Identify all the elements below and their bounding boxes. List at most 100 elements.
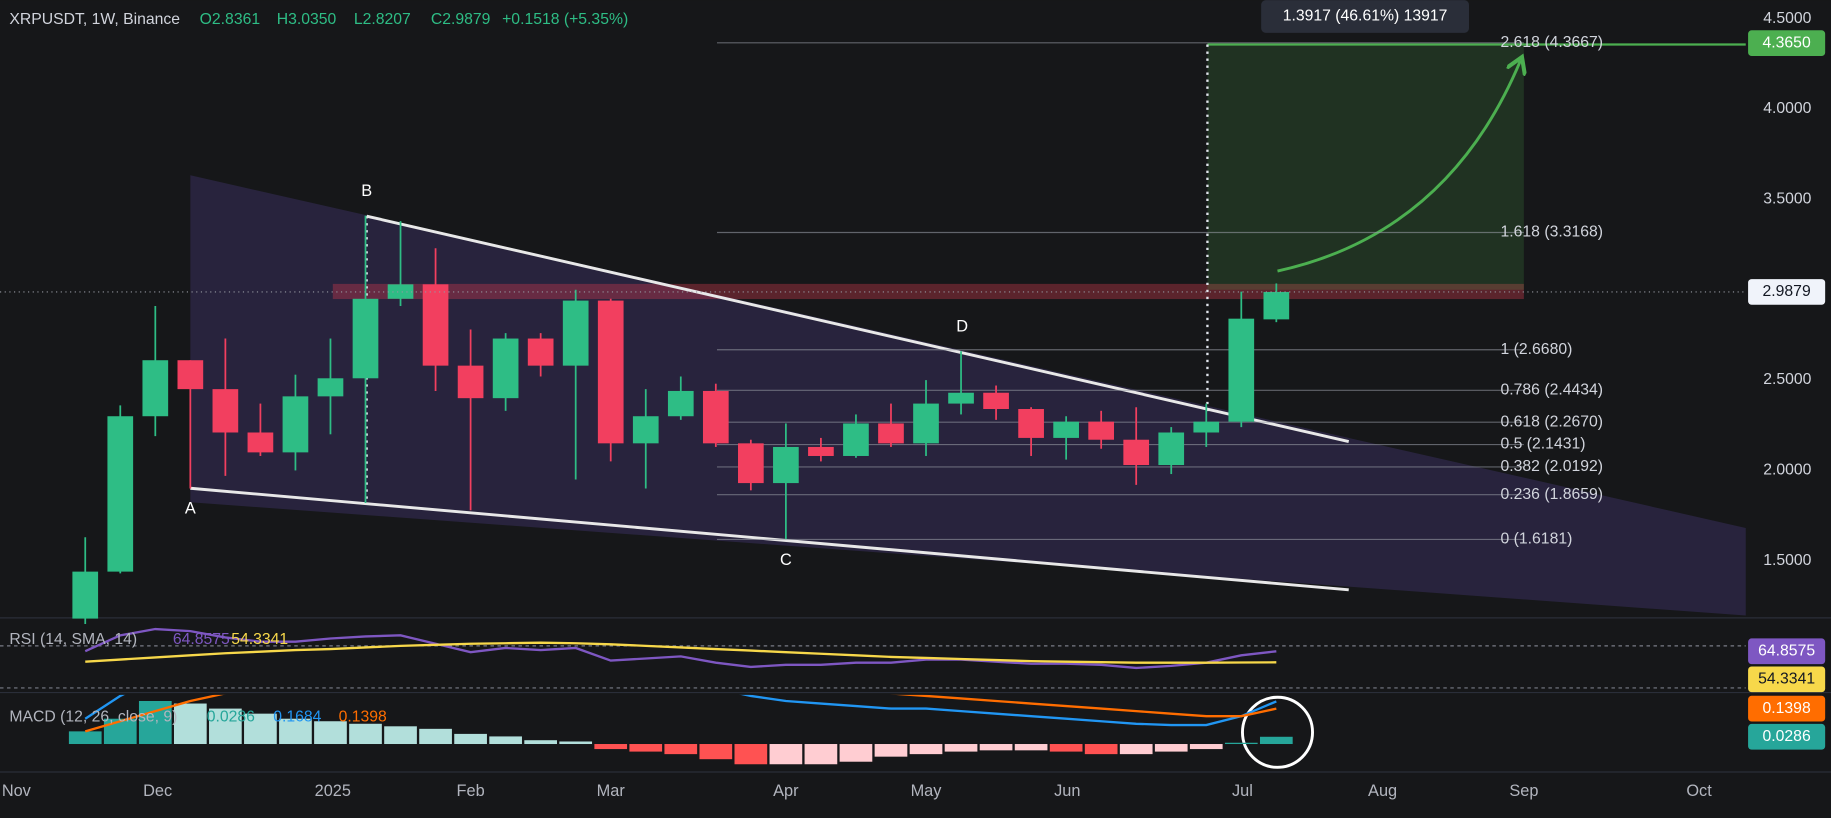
price-tag-label: 0.0286 xyxy=(1763,728,1811,745)
projection-arrow xyxy=(1277,61,1520,273)
ohlc-open: O2.8361 xyxy=(200,11,260,28)
price-tag xyxy=(1748,666,1826,693)
price-tag-label: 64.8575 xyxy=(1758,642,1815,659)
candle-body xyxy=(177,360,204,390)
candle-body xyxy=(527,338,554,366)
macd-histogram-bar xyxy=(1014,744,1048,751)
ohlc-high: H3.0350 xyxy=(277,11,337,28)
candle-body xyxy=(422,284,449,366)
fib-label: 0.382 (2.0192) xyxy=(1501,458,1603,475)
macd-histogram-bar xyxy=(734,744,768,765)
x-tick-label: Sep xyxy=(1509,782,1538,800)
pivot-label: C xyxy=(780,551,792,569)
macd-histogram-bar xyxy=(629,744,663,752)
price-tag xyxy=(1748,279,1826,305)
candle-body xyxy=(72,571,99,619)
legend-value: 64.8575 xyxy=(173,631,230,648)
x-tick-label: May xyxy=(911,782,943,800)
macd-histogram-bar xyxy=(594,744,628,750)
candle-body xyxy=(878,423,904,444)
candle-body xyxy=(492,338,519,399)
x-tick-label: Apr xyxy=(773,782,799,800)
x-tick-label: Mar xyxy=(597,782,626,800)
candle-body xyxy=(843,423,869,456)
candle-body xyxy=(387,284,414,299)
candle-body xyxy=(1018,409,1044,438)
macd-histogram-bar xyxy=(769,744,803,765)
macd-histogram-bar xyxy=(524,740,558,745)
candle-body xyxy=(1053,421,1079,438)
candle-body xyxy=(212,389,239,433)
macd-histogram-bar xyxy=(839,744,873,762)
macd-histogram-bar xyxy=(1154,744,1188,752)
indicator-line xyxy=(84,694,1277,727)
candle-body xyxy=(632,416,659,444)
macd-histogram-bar xyxy=(209,708,242,745)
measure-tooltip xyxy=(1261,0,1470,33)
indicator-line xyxy=(85,641,1277,664)
price-tag xyxy=(1748,30,1826,56)
legend-value: 54.3341 xyxy=(231,631,288,648)
macd-histogram-bar xyxy=(419,728,452,745)
pivot-label: D xyxy=(956,317,968,335)
ohlc-close: C2.9879 xyxy=(431,11,491,28)
macd-title: MACD (12, 26, close, 9) xyxy=(9,708,177,725)
macd-histogram-bar xyxy=(944,744,978,752)
pivot-label: B xyxy=(361,182,372,200)
macd-histogram-bar xyxy=(1049,744,1083,752)
candle-body xyxy=(562,300,589,366)
x-tick-label: Nov xyxy=(2,782,32,800)
macd-histogram-bar xyxy=(1224,742,1258,745)
legend-value: 0.1684 xyxy=(273,708,321,725)
fib-label: 0.236 (1.8659) xyxy=(1501,486,1603,503)
ohlc-low: L2.8207 xyxy=(354,11,411,28)
candle-body xyxy=(352,298,379,379)
y-tick-label: 1.5000 xyxy=(1763,552,1811,569)
indicator-line xyxy=(84,627,1277,670)
candle-body xyxy=(1123,439,1150,466)
macd-histogram-bar xyxy=(979,744,1013,751)
macd-histogram-bar xyxy=(68,731,102,745)
macd-histogram-bar xyxy=(1189,744,1223,750)
y-tick-label: 2.5000 xyxy=(1763,371,1811,388)
candle-body xyxy=(913,403,939,444)
price-tag-label: 54.3341 xyxy=(1758,670,1815,687)
candle-body xyxy=(107,416,134,572)
macd-histogram-bar xyxy=(103,718,137,745)
candle-body xyxy=(247,432,274,453)
candle-body xyxy=(282,396,309,453)
y-tick-label: 4.5000 xyxy=(1763,10,1811,27)
macd-histogram-bar xyxy=(909,744,943,755)
target-zone xyxy=(1207,44,1524,290)
candle-body xyxy=(1228,318,1255,422)
trend-line xyxy=(366,214,1350,443)
macd-histogram-bar xyxy=(1119,744,1153,755)
indicator-line xyxy=(84,694,1277,733)
price-tag xyxy=(1748,723,1826,750)
candle-body xyxy=(808,446,834,456)
resistance-zone xyxy=(332,283,1524,300)
x-tick-label: Oct xyxy=(1686,782,1712,800)
x-tick-label: Jun xyxy=(1054,782,1080,800)
fib-label: 0.786 (2.4434) xyxy=(1501,381,1603,398)
y-tick-label: 3.5000 xyxy=(1763,191,1811,208)
measure-label: 1.3917 (46.61%) 13917 xyxy=(1283,8,1448,25)
fib-label: 0 (1.6181) xyxy=(1501,531,1573,548)
macd-histogram-bar xyxy=(664,744,698,755)
fib-label: 0.5 (2.1431) xyxy=(1501,436,1586,453)
macd-histogram-bar xyxy=(173,703,207,745)
x-tick-label: Aug xyxy=(1368,782,1397,800)
candle-body xyxy=(597,300,624,444)
macd-histogram-bar xyxy=(804,744,838,765)
fib-label: 2.618 (4.3667) xyxy=(1501,34,1603,51)
fib-label: 1.618 (3.3168) xyxy=(1501,224,1603,241)
fib-label: 0.618 (2.2670) xyxy=(1501,413,1603,430)
pivot-label: A xyxy=(185,500,196,518)
candle-body xyxy=(948,392,974,404)
candle-body xyxy=(773,446,799,484)
candle-body xyxy=(457,365,484,399)
macd-histogram-bar xyxy=(699,744,733,760)
candle-body xyxy=(983,392,1009,410)
macd-histogram-bar xyxy=(874,744,908,757)
